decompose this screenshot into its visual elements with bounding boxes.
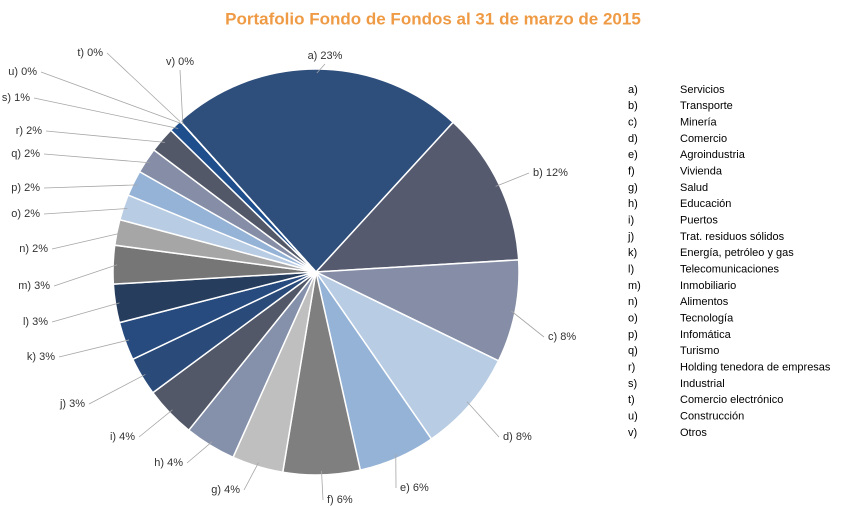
legend-label: Vivienda — [680, 166, 723, 178]
legend-code: g) — [628, 182, 638, 194]
leader-line — [43, 153, 150, 164]
legend-label: Energía, petróleo y gas — [680, 247, 794, 259]
leader-line — [53, 264, 118, 287]
data-label: a) 23% — [308, 50, 343, 62]
legend-code: j) — [627, 231, 634, 243]
leader-line — [51, 232, 121, 250]
leader-line — [321, 470, 324, 501]
legend-label: Comercio — [680, 133, 727, 145]
legend-code: e) — [628, 149, 638, 161]
legend-label: Industrial — [680, 378, 725, 390]
leader-line — [106, 52, 184, 125]
data-label: s) 1% — [2, 92, 30, 104]
data-label: m) 3% — [18, 280, 50, 292]
leader-line — [510, 310, 545, 338]
legend-code: h) — [628, 198, 638, 210]
leader-line — [243, 462, 259, 491]
legend-label: Otros — [680, 427, 707, 439]
data-label: e) 6% — [400, 482, 429, 494]
legend-code: v) — [628, 427, 637, 439]
legend-label: Transporte — [680, 100, 733, 112]
leader-line — [138, 409, 173, 438]
legend-label: Educación — [680, 198, 731, 210]
legend-code: m) — [628, 280, 641, 292]
data-label: c) 8% — [548, 331, 576, 343]
data-label: q) 2% — [11, 148, 40, 160]
leader-line — [58, 339, 130, 358]
leader-line — [186, 441, 213, 464]
data-label: i) 4% — [110, 431, 135, 443]
legend-code: o) — [628, 313, 638, 325]
leader-line — [51, 302, 120, 323]
legend-code: p) — [628, 329, 638, 341]
legend-label: Telecomunicaciones — [680, 264, 780, 276]
data-label: g) 4% — [211, 484, 240, 496]
legend-label: Inmobiliario — [680, 280, 736, 292]
legend-code: i) — [628, 215, 634, 227]
data-label: d) 8% — [503, 431, 532, 443]
leader-line — [43, 184, 138, 189]
legend-code: k) — [628, 247, 637, 259]
legend-code: b) — [628, 100, 638, 112]
legend-code: d) — [628, 133, 638, 145]
legend-label: Alimentos — [680, 296, 729, 308]
legend-label: Trat. residuos sólidos — [680, 231, 785, 243]
data-label: v) 0% — [166, 56, 194, 68]
data-label: f) 6% — [327, 494, 353, 506]
data-label: p) 2% — [11, 182, 40, 194]
chart-title: Portafolio Fondo de Fondos al 31 de marz… — [225, 9, 641, 28]
data-label: o) 2% — [11, 208, 40, 220]
legend-label: Comercio electrónico — [680, 394, 783, 406]
legend-code: u) — [628, 411, 638, 423]
legend-code: c) — [628, 117, 637, 129]
data-label: r) 2% — [16, 125, 43, 137]
legend-code: q) — [628, 345, 638, 357]
data-label: h) 4% — [154, 457, 183, 469]
data-label: l) 3% — [23, 316, 48, 328]
legend-code: s) — [628, 378, 637, 390]
legend-label: Holding tenedora de empresas — [680, 362, 831, 374]
leader-line — [43, 208, 128, 215]
legend-label: Puertos — [680, 215, 718, 227]
legend-code: n) — [628, 296, 638, 308]
leader-line — [495, 172, 530, 187]
data-label: t) 0% — [77, 47, 103, 59]
legend-label: Servicios — [680, 84, 725, 96]
leader-line — [316, 63, 326, 74]
pie-slice — [313, 270, 500, 441]
pie-slice — [313, 259, 520, 362]
legend-code: r) — [628, 362, 635, 374]
legend-label: Infomática — [680, 329, 732, 341]
legend-label: Agroindustria — [680, 149, 746, 161]
data-label: b) 12% — [533, 167, 568, 179]
data-label: k) 3% — [27, 351, 55, 363]
data-label: n) 2% — [19, 243, 48, 255]
legend-label: Construcción — [680, 411, 744, 423]
leader-line — [466, 401, 500, 438]
legend-label: Minería — [680, 117, 718, 129]
leader-line — [40, 71, 183, 125]
legend-code: a) — [628, 84, 638, 96]
legend-label: Turismo — [680, 345, 719, 357]
legend-label: Salud — [680, 182, 708, 194]
leader-line — [88, 374, 146, 405]
leader-line — [45, 130, 166, 143]
legend-label: Tecnología — [680, 313, 734, 325]
leader-line — [179, 69, 184, 125]
data-label: u) 0% — [8, 66, 37, 78]
pie-slice — [179, 68, 455, 274]
legend-code: l) — [628, 264, 634, 276]
legend-code: t) — [628, 394, 635, 406]
leader-line — [33, 97, 179, 129]
legend-code: f) — [628, 166, 635, 178]
data-label: j) 3% — [59, 398, 85, 410]
